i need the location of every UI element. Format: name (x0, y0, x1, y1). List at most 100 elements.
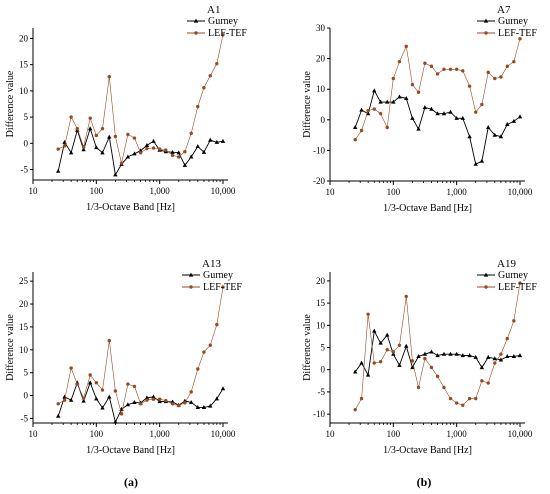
data-point-lef-tef (391, 350, 396, 354)
data-point-gurney (492, 132, 497, 137)
data-point-lef-tef (94, 381, 99, 385)
data-point-lef-tef (461, 69, 465, 73)
data-point-lef-tef (88, 373, 92, 377)
data-point-gurney (429, 349, 434, 354)
legend-marker (484, 285, 488, 289)
data-point-lef-tef (75, 126, 79, 131)
legend-entry-gurney: Gurney (477, 270, 528, 281)
data-point-lef-tef (113, 134, 118, 139)
data-point-gurney (404, 343, 409, 348)
legend-marker (188, 272, 194, 277)
legend-marker (194, 31, 198, 35)
y-tick-label: 5 (321, 343, 326, 353)
data-point-gurney (100, 405, 105, 410)
data-point-lef-tef (145, 146, 149, 151)
x-axis-label: 1/3-Octave Band [Hz] (86, 202, 175, 213)
data-point-lef-tef (69, 366, 73, 370)
data-point-gurney (441, 351, 447, 356)
data-point-lef-tef (467, 396, 472, 401)
data-point-gurney (416, 126, 421, 131)
data-point-lef-tef (94, 133, 99, 138)
panel-title: A13 (202, 258, 221, 270)
data-point-gurney (151, 138, 156, 143)
data-point-gurney (56, 168, 61, 173)
data-point-gurney (372, 88, 377, 93)
data-point-lef-tef (391, 76, 396, 81)
y-tick-label: 20 (19, 33, 29, 43)
data-point-gurney (94, 145, 99, 150)
data-point-lef-tef (499, 352, 503, 356)
chart-panel-a19: -10 -5 0 5 10 15 20 10 100 1,000 10,000 1/3-Octave … (302, 258, 537, 456)
data-point-lef-tef (196, 367, 200, 371)
legend-entry-lef-tef: LEF-TEF (477, 28, 537, 39)
data-point-gurney (505, 353, 510, 358)
data-point-lef-tef (215, 322, 219, 327)
data-point-lef-tef (208, 343, 212, 347)
chart-panel-a13: -5 0 5 10 15 20 25 10 100 1,000 10,000 1/3-Octave B… (5, 258, 242, 456)
data-point-lef-tef (435, 374, 440, 379)
data-point-lef-tef (467, 84, 472, 88)
series-line-lef-tef (354, 283, 521, 410)
data-point-lef-tef (429, 365, 434, 370)
data-point-gurney (448, 109, 453, 114)
legend-entry-gurney: Gurney (182, 270, 233, 281)
data-point-lef-tef (366, 108, 370, 113)
data-point-lef-tef (454, 67, 459, 72)
x-axis-label: 1/3-Octave Band [Hz] (86, 445, 175, 456)
data-point-gurney (378, 99, 383, 104)
y-axis-label: Difference value (5, 70, 16, 137)
data-point-gurney (378, 340, 383, 345)
data-point-gurney (176, 150, 181, 155)
x-tick-label: 100 (387, 429, 401, 439)
y-tick-label: 0 (24, 391, 29, 401)
chart-panel-a7: -20 -10 0 10 20 30 10 100 1,000 10,000 1/3-Octave … (302, 4, 537, 214)
data-point-gurney (422, 105, 428, 110)
legend-entry-lef-tef: LEF-TEF (187, 28, 247, 39)
y-tick-label: -10 (313, 145, 325, 155)
data-point-lef-tef (385, 125, 389, 130)
data-point-lef-tef (88, 116, 92, 120)
data-point-gurney (100, 150, 105, 155)
data-point-lef-tef (461, 403, 465, 407)
data-point-gurney (498, 134, 504, 139)
data-point-lef-tef (486, 70, 490, 75)
data-point-lef-tef (126, 382, 130, 386)
data-point-gurney (473, 161, 478, 166)
data-point-gurney (435, 353, 440, 358)
data-point-lef-tef (378, 111, 383, 116)
data-point-gurney (157, 399, 162, 404)
data-point-lef-tef (372, 107, 376, 111)
legend-label: Gurney (203, 270, 233, 281)
data-point-lef-tef (416, 90, 421, 94)
data-point-lef-tef (177, 403, 181, 408)
y-tick-label: 0 (24, 138, 29, 148)
data-point-lef-tef (397, 343, 402, 347)
data-point-gurney (132, 400, 137, 405)
data-point-gurney (113, 419, 118, 424)
data-point-gurney (505, 121, 510, 126)
y-tick-label: 5 (24, 368, 29, 378)
y-tick-label: 10 (19, 345, 29, 355)
data-point-gurney (214, 139, 220, 144)
y-tick-label: 20 (316, 276, 326, 286)
data-point-lef-tef (208, 73, 212, 78)
data-point-lef-tef (442, 67, 446, 72)
x-tick-label: 100 (90, 186, 104, 196)
data-point-gurney (182, 162, 188, 167)
data-point-gurney (56, 413, 61, 418)
data-point-gurney (87, 380, 93, 385)
data-point-gurney (410, 115, 415, 120)
data-point-gurney (195, 144, 200, 149)
data-point-lef-tef (366, 312, 370, 316)
data-point-gurney (460, 115, 465, 120)
data-point-gurney (422, 351, 428, 356)
legend-label: Gurney (208, 16, 238, 27)
data-point-gurney (62, 139, 67, 144)
data-point-gurney (511, 353, 517, 358)
data-point-gurney (460, 353, 465, 358)
data-point-lef-tef (100, 126, 105, 131)
data-point-gurney (81, 398, 86, 403)
data-point-lef-tef (215, 61, 219, 66)
data-point-gurney (397, 362, 402, 367)
data-point-lef-tef (442, 385, 446, 390)
